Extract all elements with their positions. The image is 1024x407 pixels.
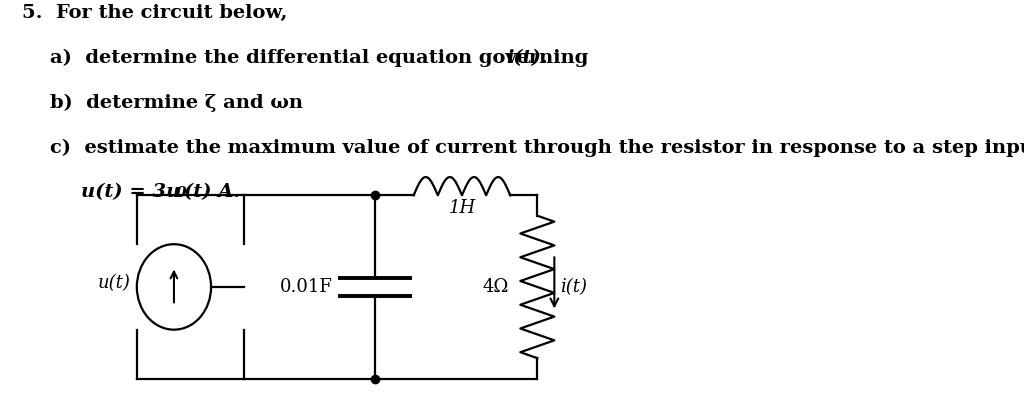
Text: u(t) = 3u: u(t) = 3u bbox=[81, 183, 180, 201]
Text: c)  estimate the maximum value of current through the resistor in response to a : c) estimate the maximum value of current… bbox=[50, 138, 1024, 157]
Text: i(t): i(t) bbox=[560, 278, 588, 296]
Text: i(t).: i(t). bbox=[507, 49, 548, 67]
Text: b)  determine ζ and ωn: b) determine ζ and ωn bbox=[50, 94, 303, 112]
Text: a)  determine the differential equation governing: a) determine the differential equation g… bbox=[50, 49, 595, 67]
Text: 0: 0 bbox=[176, 186, 187, 200]
Text: 5.  For the circuit below,: 5. For the circuit below, bbox=[22, 4, 287, 22]
Text: 0.01F: 0.01F bbox=[280, 278, 333, 296]
Text: 1H: 1H bbox=[449, 199, 475, 217]
Text: (t) A.: (t) A. bbox=[184, 183, 241, 201]
Text: 4Ω: 4Ω bbox=[482, 278, 509, 296]
Text: u(t): u(t) bbox=[97, 274, 131, 292]
